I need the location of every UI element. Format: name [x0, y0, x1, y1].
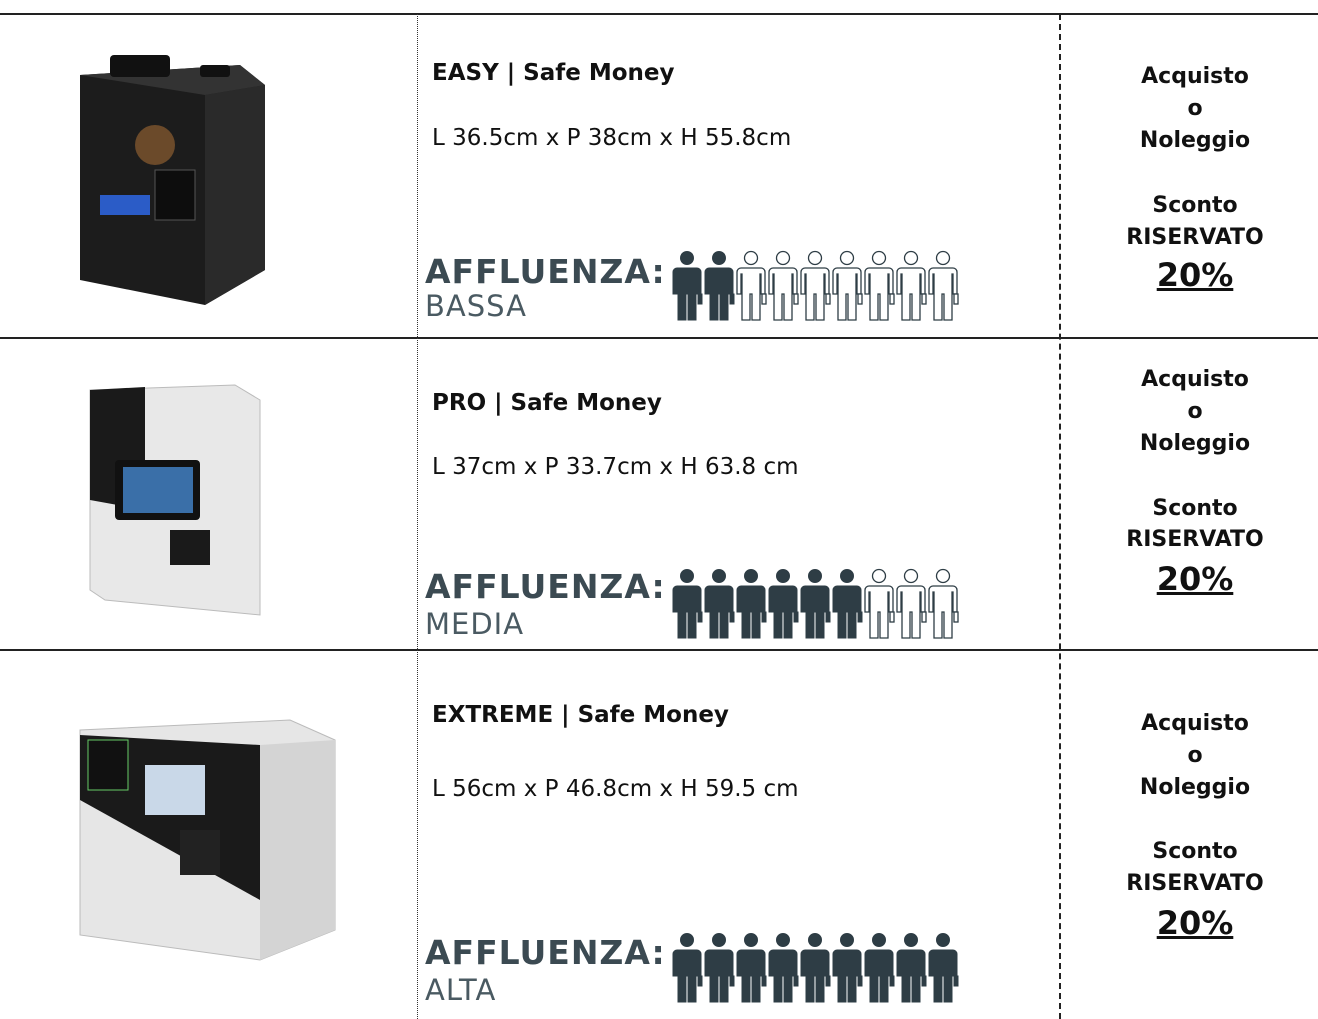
- column-divider: [1059, 14, 1061, 1019]
- product-dimensions: L 56cm x P 46.8cm x H 59.5 cm: [432, 776, 799, 802]
- discount: 20%: [1156, 904, 1234, 942]
- people-icons: [672, 568, 959, 639]
- offer-text: o: [1187, 399, 1203, 424]
- affluenza-label: AFFLUENZA:: [425, 567, 666, 606]
- offer-text: Sconto: [1152, 193, 1238, 218]
- affluenza-level: MEDIA: [425, 607, 525, 641]
- product-title: EASY | Safe Money: [432, 60, 675, 86]
- row-border: [0, 649, 1318, 651]
- product-dimensions: L 37cm x P 33.7cm x H 63.8 cm: [432, 454, 799, 480]
- discount: 20%: [1156, 256, 1234, 294]
- product-dimensions: L 36.5cm x P 38cm x H 55.8cm: [432, 125, 792, 151]
- offer-text: Noleggio: [1139, 128, 1251, 153]
- offer-text: Noleggio: [1139, 775, 1251, 800]
- offer-text: Sconto: [1152, 496, 1238, 521]
- product-image: [89, 384, 261, 616]
- people-filled: [672, 933, 959, 1003]
- people-filled: [672, 251, 735, 321]
- people-filled: [672, 569, 863, 639]
- product-title: EXTREME | Safe Money: [432, 702, 729, 728]
- discount: 20%: [1156, 560, 1234, 598]
- people-icons: [672, 250, 959, 321]
- offer-text: Acquisto: [1141, 711, 1249, 736]
- row-border: [0, 13, 1318, 15]
- row-border: [0, 337, 1318, 339]
- column-divider: [417, 14, 418, 1019]
- offer-text: o: [1187, 743, 1203, 768]
- people-icons: [672, 933, 959, 1003]
- offer-text: RISERVATO: [1126, 871, 1264, 896]
- affluenza-label: AFFLUENZA:: [425, 252, 666, 291]
- offer-text: o: [1187, 96, 1203, 121]
- product-image: [79, 719, 336, 961]
- affluenza-level: ALTA: [425, 973, 497, 1007]
- product-image: [80, 55, 265, 305]
- offer-text: Noleggio: [1139, 431, 1251, 456]
- affluenza-level: BASSA: [425, 289, 527, 323]
- product-title: PRO | Safe Money: [432, 390, 662, 416]
- offer-text: Acquisto: [1141, 64, 1249, 89]
- offer-text: RISERVATO: [1126, 527, 1264, 552]
- offer-text: Sconto: [1152, 839, 1238, 864]
- offer-text: Acquisto: [1141, 367, 1249, 392]
- offer-text: RISERVATO: [1126, 225, 1264, 250]
- affluenza-label: AFFLUENZA:: [425, 933, 666, 972]
